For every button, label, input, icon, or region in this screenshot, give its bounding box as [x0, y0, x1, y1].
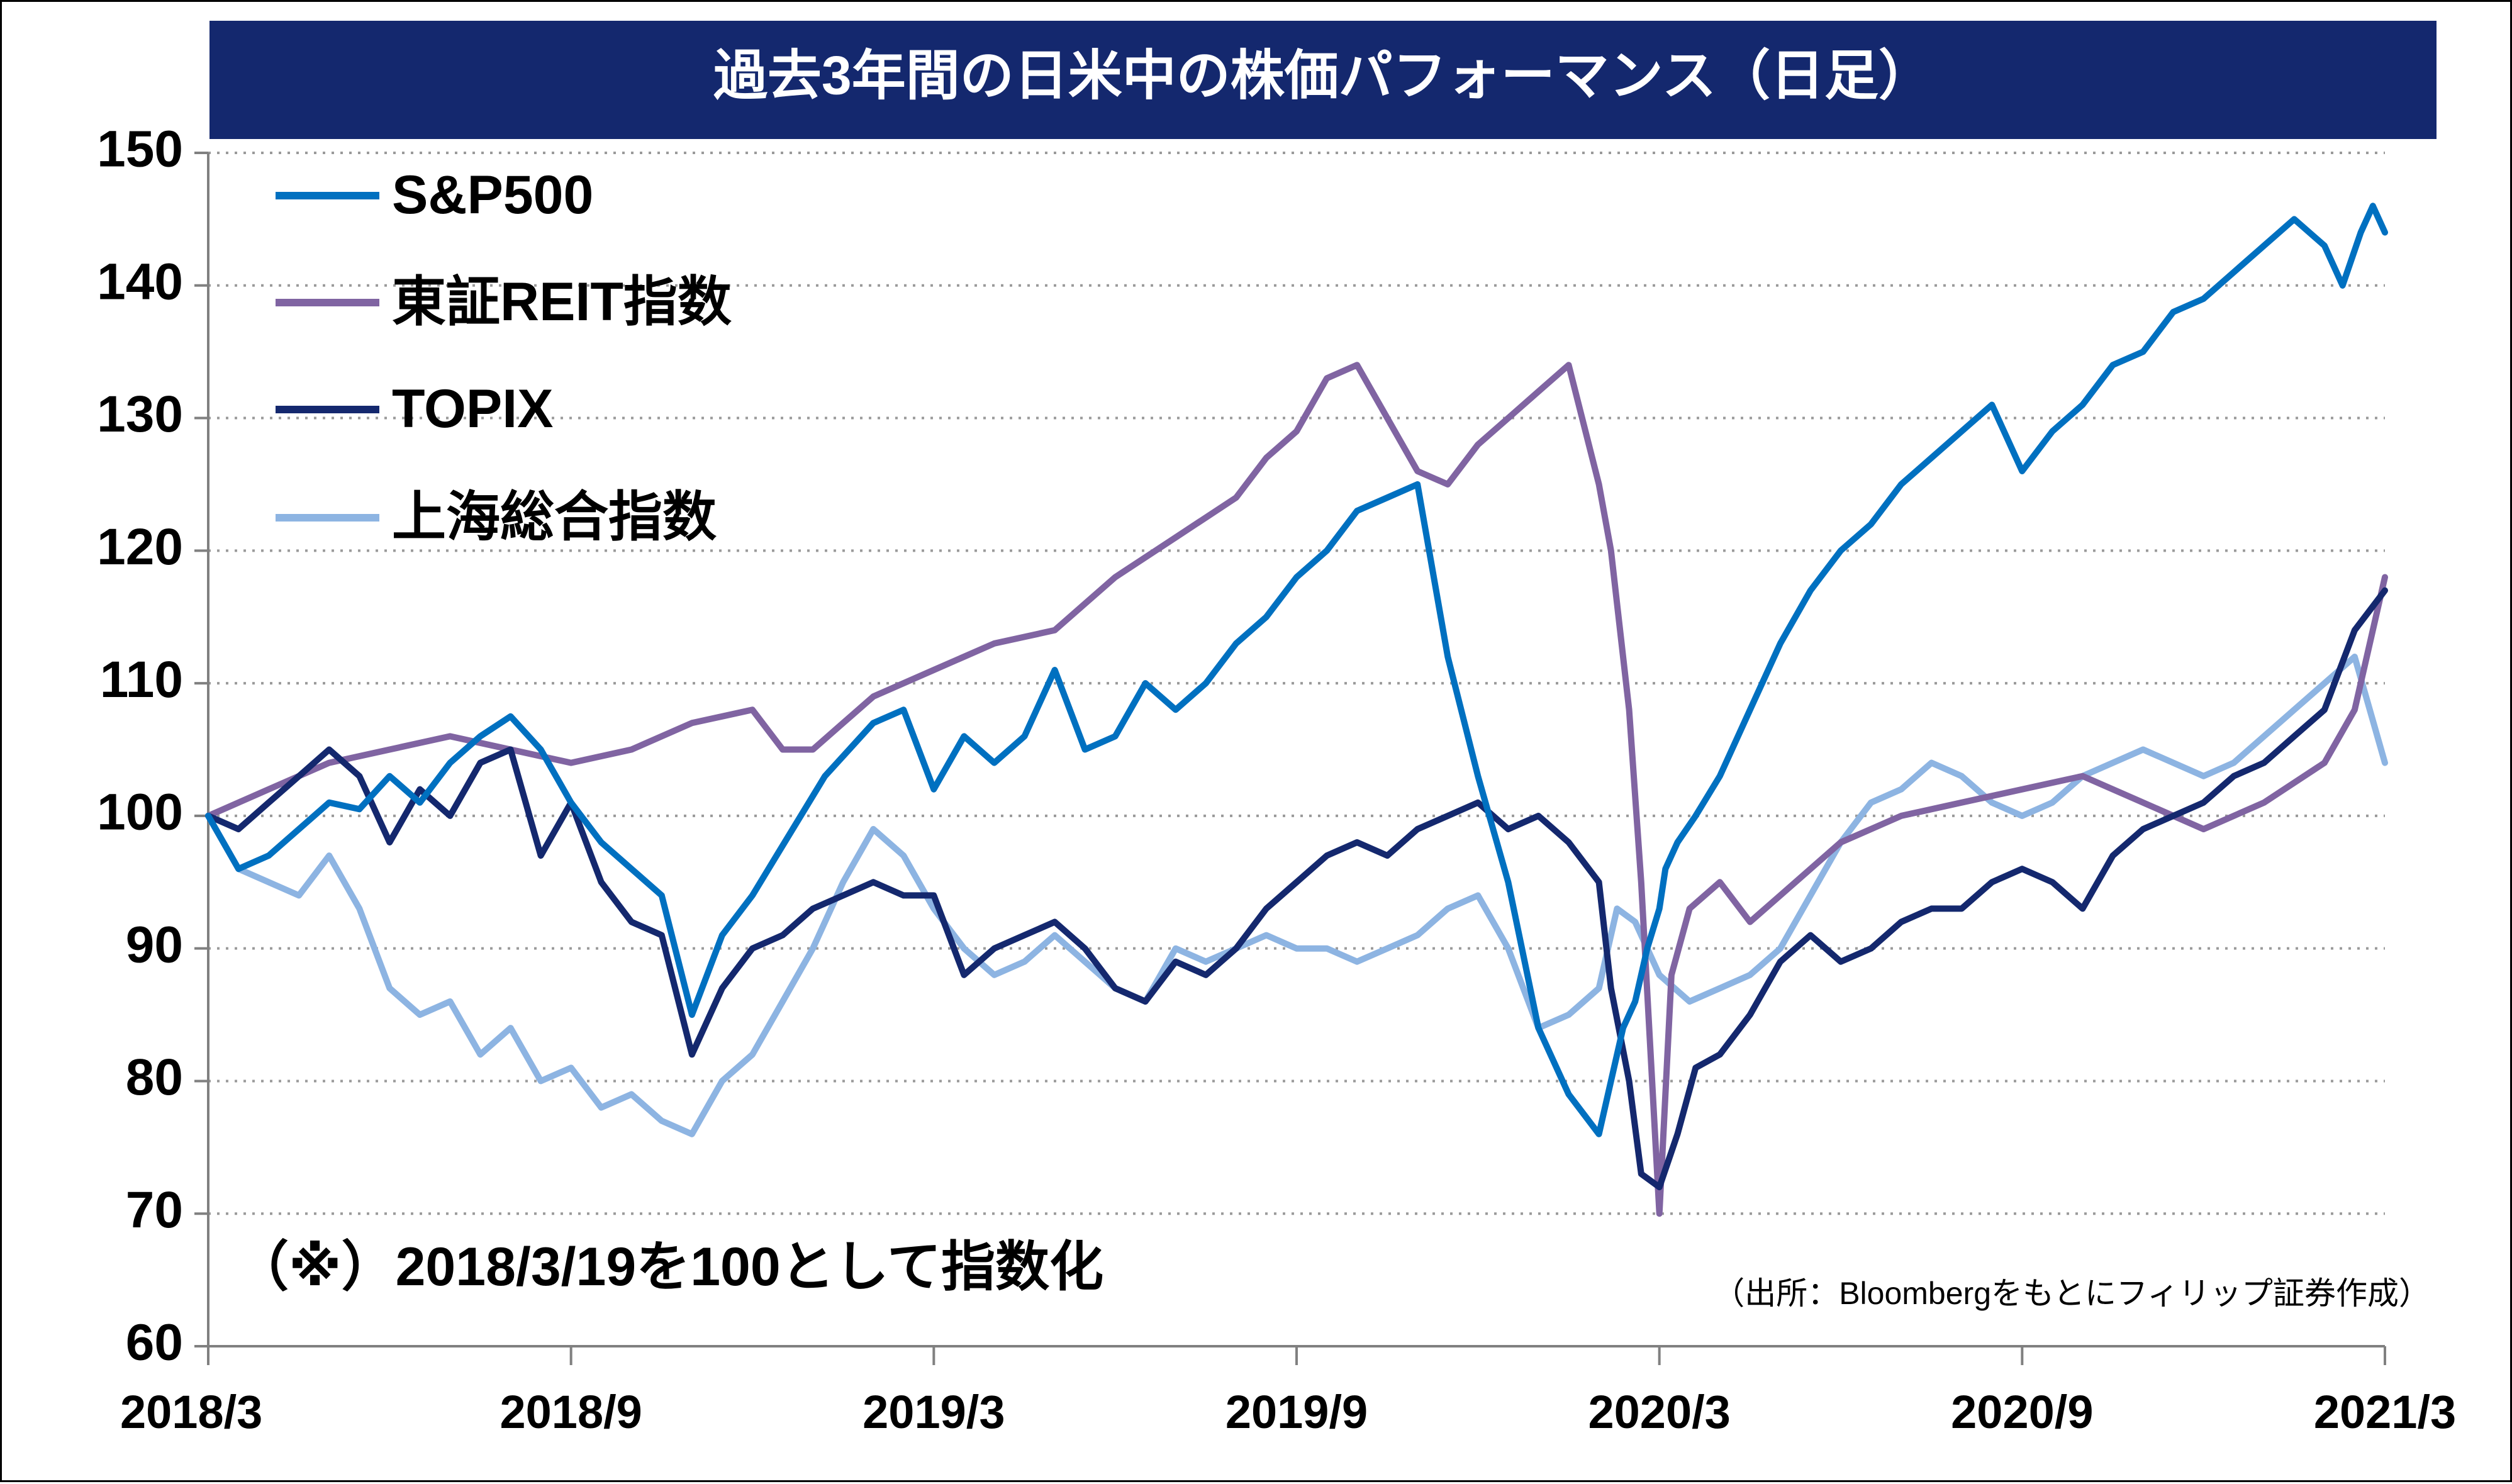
chart-source: （出所：Bloombergをもとにフィリップ証券作成） [1713, 1276, 2430, 1311]
legend-label-sp500: S&P500 [392, 165, 593, 225]
legend: S&P500 東証REIT指数 TOPIX 上海総合指数 [276, 165, 732, 547]
y-axis-ticks: 60 70 80 90 100 110 120 130 140 150 [97, 121, 208, 1371]
x-tick-label: 2019/9 [1225, 1386, 1368, 1438]
chart-note: （※）2018/3/19を100として指数化 [235, 1237, 1103, 1297]
x-tick-label: 2020/3 [1588, 1386, 1730, 1438]
x-tick-label: 2018/9 [500, 1386, 642, 1438]
y-tick-label: 80 [126, 1049, 183, 1106]
y-tick-label: 130 [97, 386, 183, 443]
legend-label-topix: TOPIX [392, 379, 554, 439]
gridlines [208, 152, 2385, 1215]
y-tick-label: 140 [97, 253, 183, 310]
y-tick-label: 70 [126, 1181, 183, 1239]
series-line-1 [205, 362, 2388, 1217]
chart-title: 過去3年間の日米中の株価パフォーマンス（日足） [713, 46, 1933, 106]
y-tick-label: 110 [100, 651, 183, 708]
title-banner [209, 21, 2437, 139]
y-tick-label: 150 [97, 121, 183, 178]
legend-label-tse-reit: 東証REIT指数 [392, 272, 732, 332]
y-tick-label: 60 [126, 1314, 183, 1371]
y-tick-label: 100 [97, 784, 183, 841]
series-line-2 [205, 587, 2388, 1191]
legend-label-shanghai: 上海総合指数 [392, 487, 717, 547]
y-tick-label: 90 [126, 916, 183, 973]
series-line-0 [205, 203, 2388, 1137]
x-tick-label: 2020/9 [1951, 1386, 2093, 1438]
y-tick-label: 120 [97, 518, 183, 576]
x-tick-label: 2019/3 [862, 1386, 1005, 1438]
x-axis-ticks: 2018/3 2018/9 2019/3 2019/9 2020/3 2020/9 2021… [120, 1346, 2456, 1438]
series-lines [205, 203, 2388, 1217]
series-line-3 [205, 654, 2388, 1137]
x-tick-label: 2018/3 [120, 1386, 262, 1438]
x-tick-label: 2021/3 [2314, 1386, 2456, 1438]
